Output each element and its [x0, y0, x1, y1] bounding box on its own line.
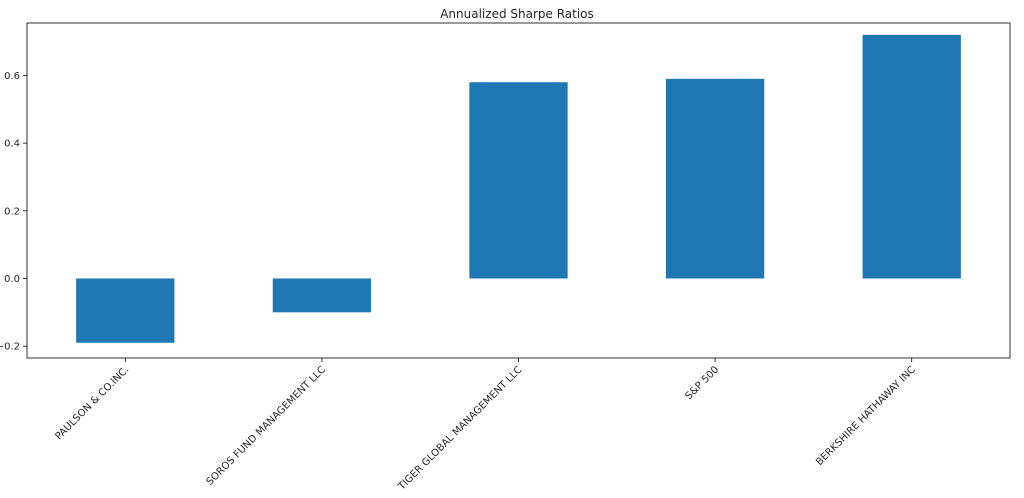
plot-area: −0.2 0.0 0.2 0.4 0.6 PAULSON & CO.INC. SOROS F… — [0, 22, 1011, 493]
bar — [469, 82, 568, 279]
bar — [272, 278, 372, 313]
x-tick-label: SOROS FUND MANAGEMENT LLC — [205, 364, 328, 487]
bar — [862, 34, 961, 279]
y-tick-label: 0.0 — [4, 274, 20, 285]
y-tick-label: 0.2 — [4, 206, 20, 217]
bar — [76, 278, 175, 343]
y-tick-label: 0.6 — [4, 71, 20, 82]
x-tick-label: PAULSON & CO.INC. — [53, 364, 131, 442]
bar — [665, 78, 765, 279]
x-tick-label: TIGER GLOBAL MANAGEMENT LLC — [396, 364, 525, 493]
x-tick-label: BERKSHIRE HATHAWAY INC — [814, 364, 918, 468]
y-tick-label: 0.4 — [4, 139, 20, 150]
x-tick-label: S&P 500 — [683, 364, 721, 402]
y-tick-label: −0.2 — [0, 342, 20, 353]
chart-title: Annualized Sharpe Ratios — [440, 7, 594, 21]
